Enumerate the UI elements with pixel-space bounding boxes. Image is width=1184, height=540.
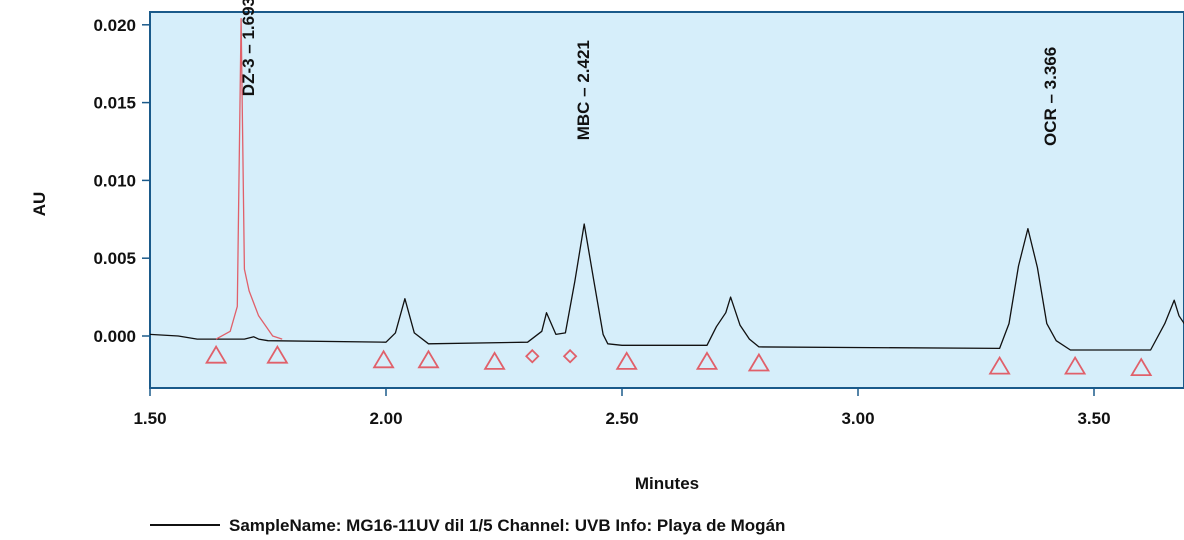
peak-boundary-triangle-marker <box>747 352 770 372</box>
y-tick-label: 0.005 <box>93 249 136 268</box>
diamond-marker <box>562 348 578 364</box>
dz3-peak-trace <box>215 17 283 340</box>
traces <box>149 17 1184 351</box>
peak-boundary-triangle-marker <box>266 344 289 364</box>
legend-entry: SampleName: MG16-11UV dil 1/5 Channel: U… <box>229 516 785 535</box>
peak-label: MBC – 2.421 <box>574 40 593 140</box>
peak-boundary-triangle-marker <box>372 349 395 369</box>
x-axis: 1.502.002.503.003.504.004.505.005.50 <box>133 388 1111 428</box>
peak-boundary-triangle-marker <box>988 355 1011 375</box>
peak-boundary-triangle-marker <box>417 349 440 369</box>
y-axis: 0.020 0.015 0.010 0.005 0.000 <box>93 16 150 346</box>
y-tick-label: 0.015 <box>93 94 136 113</box>
y-axis-title: AU <box>30 192 49 217</box>
x-tick-label: 2.50 <box>605 409 638 428</box>
x-tick-label: 1.50 <box>133 409 166 428</box>
peak-boundary-triangle-marker <box>615 351 638 370</box>
plot-area <box>149 11 1184 389</box>
peak-label: OCR – 3.366 <box>1041 47 1060 146</box>
x-tick-label: 3.50 <box>1077 409 1110 428</box>
peak-boundary-triangle-marker <box>1130 357 1153 376</box>
x-tick-label: 2.00 <box>369 409 402 428</box>
x-tick-label: 3.00 <box>841 409 874 428</box>
peak-boundary-triangle-marker <box>483 351 506 370</box>
peak-boundary-triangle-marker <box>1064 355 1087 375</box>
y-tick-label: 0.010 <box>93 171 136 190</box>
diamond-marker <box>525 348 540 364</box>
peak-boundary-triangle-marker <box>205 344 228 364</box>
chromatogram-trace <box>149 223 1184 351</box>
y-tick-label: 0.000 <box>93 327 136 346</box>
y-tick-label: 0.020 <box>93 16 136 35</box>
peak-label: DZ-3 – 1.693 <box>239 0 258 96</box>
peak-boundary-triangle-marker <box>695 351 719 370</box>
integration-markers <box>205 344 1153 376</box>
x-axis-title: Minutes <box>635 474 699 493</box>
